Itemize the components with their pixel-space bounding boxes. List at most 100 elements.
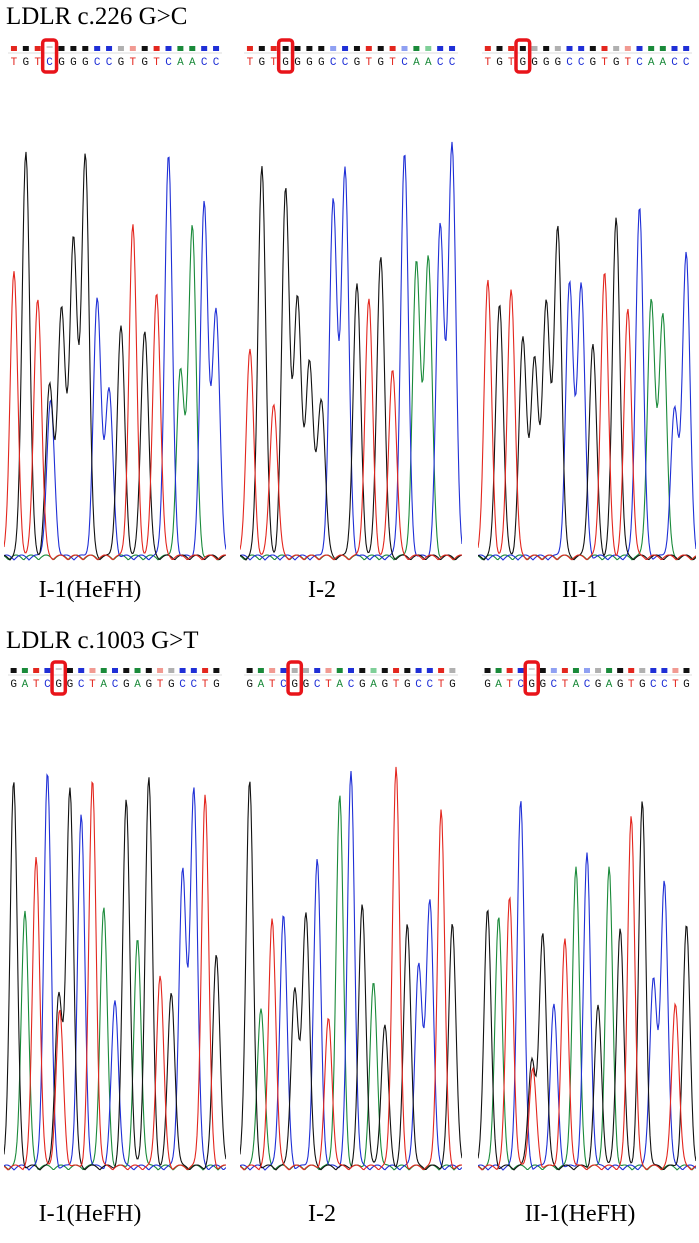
quality-bar [639,668,646,673]
quality-bar [348,668,354,673]
base-call: C [112,679,119,691]
quality-bar [425,46,432,51]
section-title-2: LDLR c.1003 G>T [6,627,199,654]
quality-bar [449,46,456,51]
base-call: C [661,679,668,691]
quality-bar [258,46,265,51]
quality-bar [531,46,538,51]
base-call: C [517,679,524,691]
base-call: G [294,57,301,69]
quality-bar [683,46,690,51]
quality-bar [33,668,40,673]
quality-bar [595,668,602,673]
base-call: C [650,679,657,691]
base-call: C [191,679,198,691]
quality-bar [506,668,513,673]
base-call: T [393,679,400,691]
base-call: G [354,57,361,69]
quality-bar [202,668,209,673]
base-call: C [449,57,456,69]
quality-bar [508,46,515,51]
base-call: A [495,679,502,691]
base-call: C [566,57,573,69]
quality-bar [318,46,325,51]
trace-A [240,795,462,1171]
quality-bar [190,668,197,673]
section-title-1: LDLR c.226 G>C [6,3,188,30]
base-call: T [269,679,276,691]
quality-bar [294,46,301,51]
base-call: T [270,57,277,69]
base-call: G [683,679,690,691]
quality-bar [46,46,53,48]
trace-A [478,298,696,561]
base-call: G [145,679,152,691]
base-call: T [508,57,515,69]
base-call: G [555,57,562,69]
base-call: G [168,679,175,691]
base-call: C [330,57,337,69]
quality-bar [269,668,276,673]
base-call: T [34,57,41,69]
base-call: T [628,679,635,691]
base-call: C [179,679,186,691]
base-call: C [94,57,101,69]
quality-bar [257,668,264,673]
trace-C [478,801,696,1171]
base-call: T [325,679,332,691]
quality-bar [606,668,613,673]
base-call: C [437,57,444,69]
quality-bar [561,668,568,673]
quality-bar [661,668,668,673]
quality-bar [58,46,65,51]
base-call: G [613,57,620,69]
quality-bar [117,46,124,51]
quality-bar [168,668,175,673]
quality-bar [401,46,408,51]
quality-bar [617,668,624,673]
quality-bar [437,46,444,51]
quality-bar [624,46,631,51]
quality-bar [636,46,643,51]
base-call: G [639,679,646,691]
trace-C [240,141,462,561]
base-call: C [427,679,434,691]
quality-bar [517,668,524,673]
base-call: T [389,57,396,69]
base-call: G [318,57,325,69]
quality-bar [370,668,377,673]
base-call: A [606,679,613,691]
quality-bar [613,46,620,51]
base-call: T [506,679,513,691]
quality-bar [671,46,678,51]
quality-bar [584,668,590,673]
base-call: A [648,57,655,69]
quality-bar [129,46,136,51]
panel-label-1-1: I-1(HeFH) [38,577,142,603]
base-call: A [413,57,420,69]
quality-bar [325,668,332,673]
base-call: T [625,57,632,69]
trace-G [478,801,696,1171]
quality-bar [426,668,433,673]
base-call: A [189,57,196,69]
quality-bar [179,668,186,673]
base-call: A [177,57,184,69]
base-call: T [11,57,18,69]
base-call: G [590,57,597,69]
base-call: G [449,679,456,691]
base-call: C [201,57,208,69]
base-call: T [366,57,373,69]
quality-bar [572,668,579,673]
quality-bar [10,46,17,51]
base-call: A [336,679,343,691]
base-call: G [259,57,266,69]
base-call: G [359,679,366,691]
base-call: G [246,679,253,691]
quality-bar [495,668,502,673]
variant-highlight-box [50,660,68,696]
